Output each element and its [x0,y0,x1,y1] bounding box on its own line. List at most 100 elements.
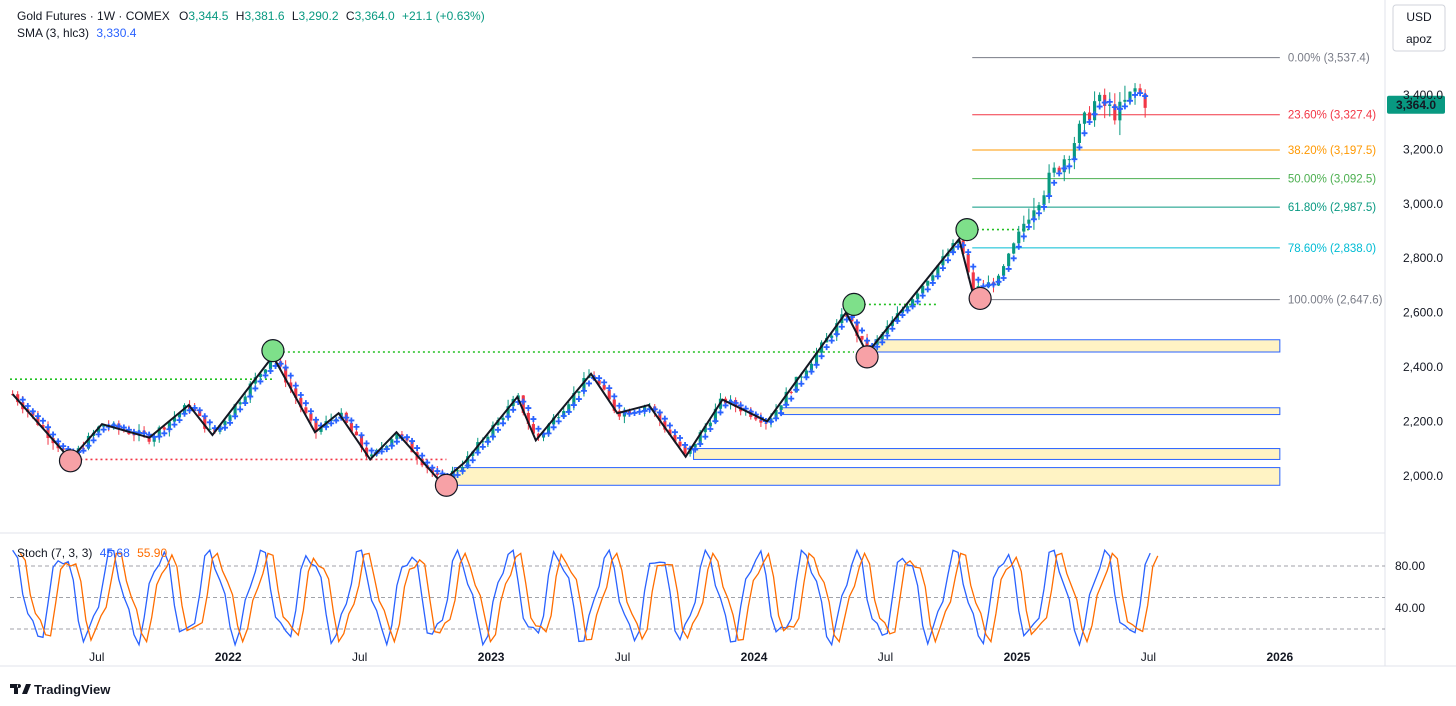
sma-marker [909,303,916,310]
candle-body [693,443,697,448]
sma-marker [692,446,699,453]
candle-body [268,360,273,370]
low-label: L [292,9,299,23]
sma-marker [545,430,552,437]
sma-marker [535,425,542,432]
sma-marker [171,421,178,428]
tradingview-brand: TradingView [34,682,111,697]
candle-body [1032,210,1036,220]
sma-marker [247,393,254,400]
stoch-tick-1: 40.00 [1395,601,1425,615]
candle-body [936,265,940,276]
sma-marker [156,433,163,440]
candle-body [1133,88,1137,92]
tradingview-logo[interactable]: TradingView [10,682,111,697]
candle-body [673,434,677,442]
candle-body [921,285,925,294]
candle-body [582,377,586,392]
sma-marker [358,432,365,439]
sma-marker [277,360,284,367]
sma-marker [1035,210,1042,217]
sma-marker [100,426,107,433]
sma-marker [656,409,663,416]
sma-marker [530,416,537,423]
candle-body [198,411,202,416]
candle-body [177,413,182,418]
candle-body [931,275,935,281]
candle-body [248,383,252,397]
sma-marker [454,472,461,479]
currency-badge[interactable] [1392,4,1446,52]
sma-marker [34,413,41,420]
candle-body [926,280,930,286]
sma-marker [575,396,582,403]
sma-marker [950,249,957,256]
sma-marker [803,374,810,381]
candle-body [299,397,303,408]
time-axis[interactable]: Jul 2022 Jul 2023 Jul 2024 Jul 2025 Jul 2026 [89,650,1293,664]
candle-body [491,425,495,437]
price-axis[interactable]: 3,364.0 2,000.0 2,200.0 2,400.0 2,600.0 2,800… [1387,88,1445,483]
swing-low-0 [58,449,83,473]
candle-body [855,321,859,336]
sma-marker [282,364,289,371]
sma-marker [970,263,977,270]
sma-marker [409,438,416,445]
legend-row: Gold Futures · 1W · COMEX O3,344.5 H3,38… [17,9,485,23]
sma-marker [1030,216,1037,223]
candle-body [1077,123,1081,144]
x-tick-6: Jul [878,650,893,664]
sma-marker [944,257,951,264]
sma-marker [484,438,491,445]
fib-retracement[interactable]: 0.00% (3,537.4) 23.60% (3,327.4) 38.20% (3… [972,53,1383,307]
sma-marker [161,430,168,437]
sma-marker [778,410,785,417]
sma-marker [1020,233,1027,240]
sma-marker [722,402,729,409]
candle-body [1123,99,1127,102]
candle-body [774,409,778,419]
y-tick-0: 2,000.0 [1403,469,1443,483]
sma-marker [494,426,501,433]
sma-marker [302,400,309,407]
sma-marker [1066,163,1073,170]
candle-body [531,424,535,434]
sma-marker [343,414,350,421]
sma-marker [181,410,188,417]
candle-body [1128,91,1132,100]
candle-body [258,373,262,378]
candle-body [228,415,232,421]
candle-body [759,419,763,423]
x-tick-4: Jul [615,650,630,664]
sma-marker [853,319,860,326]
sma-marker [500,420,507,427]
user-label: apoz [1406,32,1432,46]
sma-marker [520,398,527,405]
candle-body [243,396,247,403]
x-tick-3: 2023 [478,650,505,664]
candle-body [683,446,687,454]
currency-label: USD [1406,10,1432,24]
sma-marker [383,446,390,453]
candle-body [1143,93,1147,108]
sma-marker [323,423,330,430]
sma-marker [221,424,228,431]
sma-marker [879,339,886,346]
candle-body [1093,101,1097,121]
sma-marker [80,447,87,454]
sma-marker [671,429,678,436]
candle-body [1012,243,1016,254]
candle-body [698,432,702,444]
sma-marker [434,468,441,475]
candle-body [359,435,364,448]
candle-body [1022,223,1026,232]
candle-body [703,426,707,433]
candle-series [11,83,1147,488]
y-tick-3: 2,600.0 [1403,306,1443,320]
candle-body [546,424,551,433]
candle-body [577,391,581,394]
sma-marker [1000,274,1007,281]
swing-markers [58,218,992,497]
stoch-label: Stoch (7, 3, 3) [17,546,92,560]
